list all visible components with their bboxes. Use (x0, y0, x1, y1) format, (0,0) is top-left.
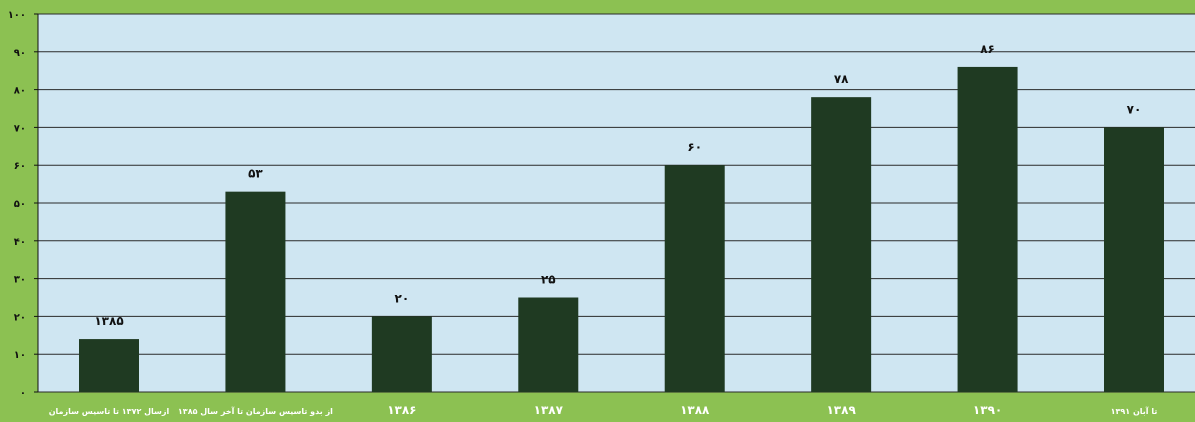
bar (518, 297, 579, 392)
x-category-label: ۱۳۸۹ (826, 403, 856, 417)
x-category-label: ۱۳۸۷ (534, 403, 564, 417)
y-axis: ۰ ۱۰ ۲۰ ۳۰ ۴۰ ۵۰ ۶۰ ۷۰ ۸۰ ۹۰ ۱۰۰ (8, 10, 39, 399)
x-category-label: ازسال ۱۳۷۲ تا تاسیس سازمان (49, 407, 170, 417)
data-label: ۷۰ (1127, 102, 1142, 116)
data-label: ۲۰ (395, 291, 410, 305)
x-category-label: ۱۳۹۰ (973, 403, 1002, 417)
x-category-label: ۱۳۸۸ (680, 403, 710, 417)
y-tick-label: ۶۰ (14, 161, 26, 172)
bar (371, 316, 432, 392)
data-label: ۸۶ (980, 42, 995, 56)
data-label: ۱۳۸۵ (94, 314, 123, 328)
bar (1104, 127, 1164, 393)
x-category-label: ۱۳۸۶ (387, 403, 416, 417)
x-axis: ازسال ۱۳۷۲ تا تاسیس سازمان از بدو تاسیس س… (49, 403, 1158, 417)
bar (225, 191, 286, 392)
bar (811, 97, 872, 392)
bar (957, 66, 1018, 393)
data-label: ۷۸ (834, 72, 849, 86)
y-tick-label: ۹۰ (14, 48, 26, 59)
y-tick-label: ۷۰ (14, 123, 26, 134)
y-tick-label: ۳۰ (14, 275, 26, 286)
data-label: ۲۵ (541, 273, 556, 287)
data-label: ۵۳ (248, 167, 263, 181)
y-tick-label: ۱۰۰ (8, 10, 26, 21)
bar (79, 339, 139, 392)
y-tick-label: ۵۰ (14, 199, 26, 210)
y-tick-label: ۸۰ (14, 86, 26, 97)
x-category-label: از بدو تاسیس سازمان تا آخر سال ۱۳۸۵ (178, 406, 333, 417)
x-category-label: تا آبان ۱۳۹۱ (1111, 406, 1158, 416)
y-tick-label: ۱۰ (14, 350, 26, 361)
y-tick-label: ۲۰ (14, 312, 26, 323)
y-tick-label: ۴۰ (14, 237, 26, 248)
data-labels: ۱۳۸۵ ۵۳ ۲۰ ۲۵ ۶۰ ۷۸ ۸۶ ۷۰ (94, 42, 1141, 328)
y-tick-label: ۰ (20, 388, 26, 399)
bars (79, 66, 1164, 393)
bar (664, 165, 725, 392)
data-label: ۶۰ (687, 140, 702, 154)
